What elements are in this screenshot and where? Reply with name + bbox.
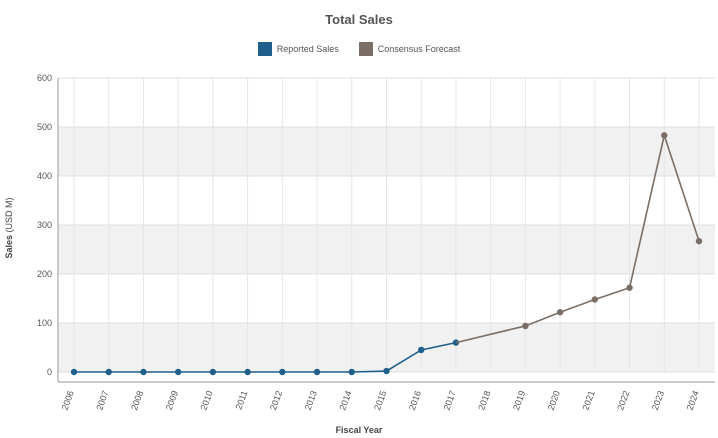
x-tick-label: 2020 — [546, 389, 562, 411]
data-point — [661, 132, 668, 139]
data-point — [418, 346, 425, 354]
x-tick-label: 2024 — [685, 389, 701, 411]
data-point — [244, 368, 251, 376]
data-point — [556, 309, 564, 316]
y-tick-label: 200 — [37, 269, 52, 279]
legend-label-reported: Reported Sales — [276, 44, 339, 54]
x-tick-label: 2021 — [580, 389, 596, 411]
x-tick-label: 2011 — [233, 389, 249, 411]
x-tick-label: 2007 — [94, 389, 110, 411]
y-tick-label: 400 — [37, 171, 52, 181]
x-tick-label: 2009 — [164, 389, 180, 411]
x-tick-label: 2022 — [615, 389, 631, 411]
chart-legend: Reported Sales Consensus Forecast — [0, 42, 718, 56]
y-tick-label: 100 — [37, 318, 52, 328]
x-tick-label: 2006 — [60, 389, 76, 411]
data-point — [70, 368, 78, 376]
legend-swatch-forecast — [358, 42, 373, 56]
data-point — [695, 237, 703, 245]
data-point — [209, 368, 217, 376]
x-tick-label: 2018 — [476, 389, 492, 411]
legend-item-forecast[interactable]: Consensus Forecast — [358, 42, 461, 56]
data-point — [313, 368, 321, 376]
chart-title: Total Sales — [325, 12, 393, 27]
data-point — [626, 284, 633, 291]
x-tick-label: 2013 — [303, 389, 319, 411]
x-tick-label: 2012 — [268, 389, 284, 411]
legend-swatch-reported — [257, 42, 272, 56]
x-tick-label: 2008 — [129, 389, 145, 411]
series-line-0 — [74, 341, 457, 373]
data-point — [140, 368, 147, 376]
data-point — [348, 368, 355, 376]
legend-item-reported[interactable]: Reported Sales — [257, 42, 339, 56]
data-point — [279, 368, 286, 376]
legend-label-forecast: Consensus Forecast — [377, 44, 461, 54]
data-point — [591, 296, 599, 303]
x-axis-label: Fiscal Year — [335, 425, 383, 435]
data-point — [522, 322, 529, 330]
y-tick-label: 500 — [37, 122, 52, 132]
data-point — [105, 368, 112, 376]
y-tick-label: 300 — [37, 220, 52, 230]
y-tick-label: 0 — [47, 367, 52, 377]
x-tick-label: 2015 — [372, 389, 388, 411]
x-tick-label: 2010 — [199, 389, 215, 411]
data-point — [174, 368, 182, 376]
x-tick-label: 2014 — [337, 389, 353, 411]
x-tick-label: 2016 — [407, 389, 423, 411]
x-tick-label: 2019 — [511, 389, 527, 411]
x-tick-label: 2023 — [650, 389, 666, 411]
x-tick-label: 2017 — [442, 389, 458, 411]
data-point — [383, 367, 390, 375]
y-tick-label: 600 — [37, 73, 52, 83]
